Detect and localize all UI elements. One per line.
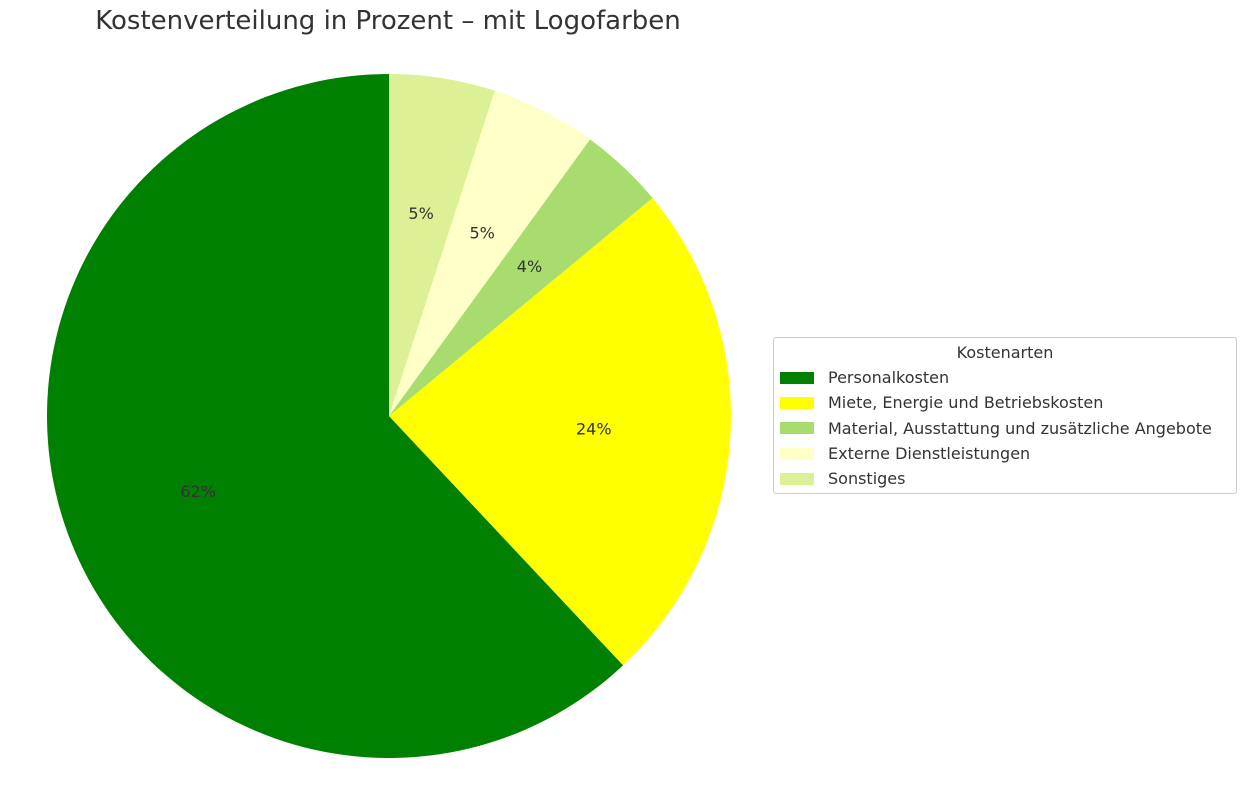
pie-slice-label-4: 5% <box>408 204 433 223</box>
pie-slice-label-1: 24% <box>576 419 612 438</box>
pie-slice-0 <box>47 74 624 758</box>
pie-slice-label-0: 62% <box>180 482 216 501</box>
legend-label: Miete, Energie und Betriebskosten <box>828 393 1104 413</box>
legend-items: Personalkosten Miete, Energie und Betrieb… <box>780 365 1236 491</box>
pie-labels: 62% 24% 4% 5% 5% <box>180 204 611 501</box>
legend-swatch <box>780 371 814 384</box>
legend-swatch <box>780 472 814 485</box>
pie-slice-label-3: 5% <box>469 224 494 243</box>
legend-item: Externe Dienstleistungen <box>780 441 1236 466</box>
legend-label: Personalkosten <box>828 368 950 388</box>
legend-label: Sonstiges <box>828 469 906 489</box>
pie-chart: 62% 24% 4% 5% 5% <box>47 74 731 758</box>
pie-slice-3 <box>389 90 591 416</box>
legend-item: Material, Ausstattung und zusätzliche An… <box>780 416 1236 441</box>
legend-item: Personalkosten <box>780 365 1236 390</box>
legend-label: Externe Dienstleistungen <box>828 444 1031 464</box>
legend-swatch <box>780 447 814 460</box>
pie-slices <box>47 74 731 758</box>
legend: Kostenarten Personalkosten Miete, Energie… <box>773 337 1237 494</box>
chart-title: Kostenverteilung in Prozent – mit Logofa… <box>95 6 681 36</box>
legend-item: Miete, Energie und Betriebskosten <box>780 390 1236 415</box>
pie-slice-label-2: 4% <box>517 257 542 276</box>
legend-swatch <box>780 422 814 435</box>
legend-item: Sonstiges <box>780 466 1236 491</box>
legend-title: Kostenarten <box>956 343 1054 362</box>
legend-swatch <box>780 396 814 409</box>
pie-slice-1 <box>389 198 731 666</box>
legend-label: Material, Ausstattung und zusätzliche An… <box>828 418 1212 438</box>
pie-slice-2 <box>389 139 653 416</box>
pie-slice-4 <box>389 74 495 416</box>
